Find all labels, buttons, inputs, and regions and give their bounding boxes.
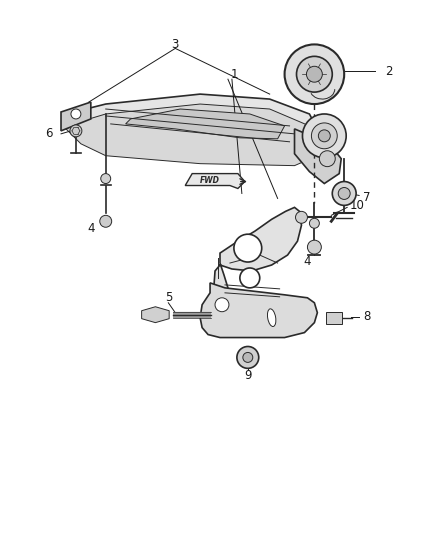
Ellipse shape bbox=[268, 309, 276, 327]
Text: 9: 9 bbox=[244, 369, 251, 382]
Circle shape bbox=[311, 123, 337, 149]
Circle shape bbox=[338, 188, 350, 199]
Polygon shape bbox=[63, 94, 318, 144]
Circle shape bbox=[240, 268, 260, 288]
Text: 8: 8 bbox=[364, 310, 371, 323]
Polygon shape bbox=[214, 207, 301, 298]
Polygon shape bbox=[185, 174, 245, 189]
Circle shape bbox=[303, 114, 346, 158]
Text: 2: 2 bbox=[385, 64, 392, 78]
Circle shape bbox=[297, 56, 332, 92]
Polygon shape bbox=[141, 307, 169, 322]
Polygon shape bbox=[61, 102, 91, 131]
Circle shape bbox=[243, 352, 253, 362]
Circle shape bbox=[307, 240, 321, 254]
Text: 4: 4 bbox=[87, 222, 95, 235]
Circle shape bbox=[234, 234, 262, 262]
Circle shape bbox=[309, 219, 319, 228]
Polygon shape bbox=[66, 104, 318, 166]
Polygon shape bbox=[200, 283, 318, 337]
FancyBboxPatch shape bbox=[326, 312, 342, 324]
Circle shape bbox=[215, 298, 229, 312]
Text: 5: 5 bbox=[165, 292, 172, 304]
Circle shape bbox=[70, 125, 82, 137]
Circle shape bbox=[237, 346, 259, 368]
Circle shape bbox=[319, 151, 335, 167]
Text: 1: 1 bbox=[231, 68, 239, 80]
Circle shape bbox=[71, 109, 81, 119]
Circle shape bbox=[332, 182, 356, 205]
Text: 7: 7 bbox=[363, 191, 371, 204]
Text: 4: 4 bbox=[304, 255, 311, 268]
Circle shape bbox=[307, 66, 322, 82]
Polygon shape bbox=[126, 109, 285, 139]
Text: 3: 3 bbox=[172, 38, 179, 51]
Text: 10: 10 bbox=[350, 199, 364, 212]
Circle shape bbox=[296, 212, 307, 223]
Text: FWD: FWD bbox=[200, 176, 220, 185]
Circle shape bbox=[100, 215, 112, 227]
Circle shape bbox=[101, 174, 111, 183]
Circle shape bbox=[318, 130, 330, 142]
Text: 6: 6 bbox=[46, 127, 53, 140]
Circle shape bbox=[285, 44, 344, 104]
Polygon shape bbox=[294, 129, 341, 183]
